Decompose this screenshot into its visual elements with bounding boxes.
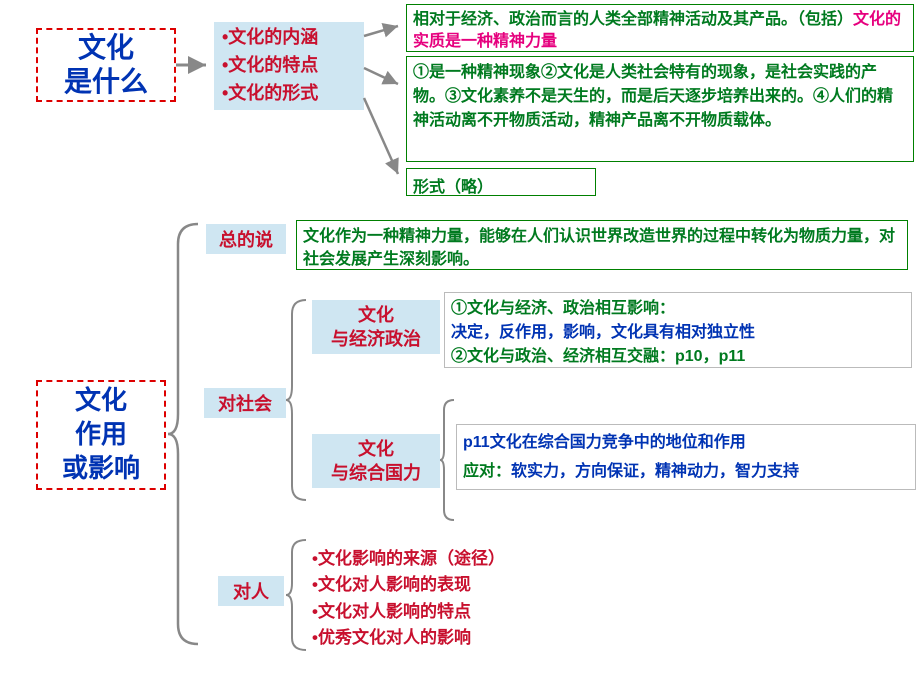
aspect-3: •文化的形式	[222, 80, 356, 108]
desc1-text-a: 相对于经济、政治而言的人类全部精神活动及其产品。（包括）	[413, 11, 853, 28]
econ-politics-desc: ①文化与经济、政治相互影响： 决定，反作用，影响，文化具有相对独立性 ②文化与政…	[444, 292, 912, 368]
effect-title-l1: 文化	[62, 384, 140, 418]
overall-desc-text: 文化作为一种精神力量，能够在人们认识世界改造世界的过程中转化为物质力量，对社会发…	[303, 228, 895, 268]
aspect-2: •文化的特点	[222, 52, 356, 80]
what-title-l1: 文化	[64, 31, 148, 65]
society-label: 对社会	[204, 388, 286, 418]
econ-politics-label: 文化 与经济政治	[312, 300, 440, 354]
people-p4: •优秀文化对人的影响	[312, 625, 672, 651]
desc2-text: ①是一种精神现象②文化是人类社会特有的现象，是社会实践的产物。③文化素养不是天生…	[413, 64, 893, 129]
overall-desc: 文化作为一种精神力量，能够在人们认识世界改造世界的过程中转化为物质力量，对社会发…	[296, 220, 908, 270]
people-p1: •文化影响的来源（途径）	[312, 546, 672, 572]
arrow-to-desc3	[364, 96, 404, 122]
culture-features-desc: ①是一种精神现象②文化是人类社会特有的现象，是社会实践的产物。③文化素养不是天生…	[406, 56, 914, 162]
people-p3: •文化对人影响的特点	[312, 599, 672, 625]
effect-title-l2: 作用	[62, 418, 140, 452]
what-title-l2: 是什么	[64, 65, 148, 99]
national-power-desc: p11文化在综合国力竞争中的地位和作用 应对：软实力，方向保证，精神动力，智力支…	[456, 424, 916, 490]
people-p2: •文化对人影响的表现	[312, 572, 672, 598]
power-l2: 与综合国力	[320, 461, 432, 485]
people-label-text: 对人	[226, 578, 276, 604]
power-desc-b1: 应对：	[463, 463, 511, 480]
power-l1: 文化	[320, 437, 432, 461]
society-curly	[286, 300, 310, 500]
econ-desc-c: ②文化与政治、经济相互交融：p10，p11	[451, 345, 905, 369]
econ-l2: 与经济政治	[320, 327, 432, 351]
culture-effect-title: 文化 作用 或影响	[36, 380, 166, 490]
people-label: 对人	[218, 576, 284, 606]
econ-l1: 文化	[320, 303, 432, 327]
people-curly	[286, 540, 310, 650]
arrow-to-desc1	[364, 20, 404, 40]
culture-aspects-list: •文化的内涵 •文化的特点 •文化的形式	[214, 22, 364, 110]
national-power-label: 文化 与综合国力	[312, 434, 440, 488]
society-label-text: 对社会	[212, 390, 278, 416]
culture-meaning-desc: 相对于经济、政治而言的人类全部精神活动及其产品。（包括）文化的实质是一种精神力量	[406, 4, 914, 52]
econ-desc-a: ①文化与经济、政治相互影响：	[451, 297, 905, 321]
big-curly-brace	[168, 224, 202, 644]
econ-power-curly	[440, 400, 456, 520]
econ-desc-b: 决定，反作用，影响，文化具有相对独立性	[451, 324, 755, 341]
desc3-text: 形式（略）	[413, 179, 493, 196]
arrow-to-desc2	[364, 58, 404, 78]
arrow-title-to-list	[176, 55, 212, 75]
effect-title-l3: 或影响	[62, 452, 140, 486]
aspect-1: •文化的内涵	[222, 24, 356, 52]
power-desc-a: p11文化在综合国力竞争中的地位和作用	[463, 429, 909, 458]
culture-what-title: 文化 是什么	[36, 28, 176, 102]
power-desc-b2: 软实力，方向保证，精神动力，智力支持	[511, 463, 799, 480]
overall-label-text: 总的说	[214, 226, 278, 252]
people-desc-list: •文化影响的来源（途径） •文化对人影响的表现 •文化对人影响的特点 •优秀文化…	[312, 546, 672, 651]
overall-label: 总的说	[206, 224, 286, 254]
culture-form-desc: 形式（略）	[406, 168, 596, 196]
